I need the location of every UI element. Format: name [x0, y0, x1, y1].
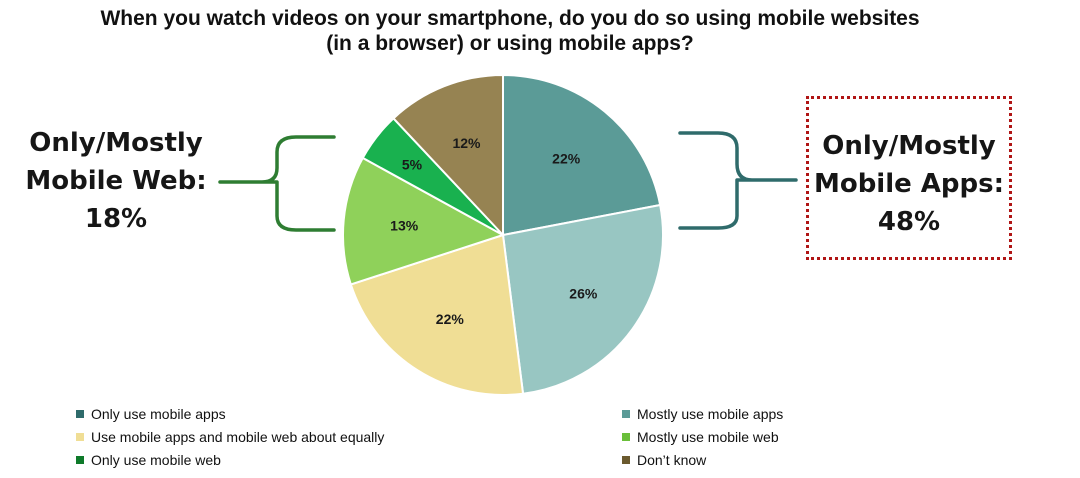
legend-item-2: Mostly use mobile apps — [622, 406, 783, 422]
pie-slice-4 — [342, 156, 506, 286]
legend-label: Mostly use mobile web — [637, 429, 779, 445]
mobile-apps-callout: Only/Mostly Mobile Apps: 48% — [806, 96, 1012, 260]
legend-swatch — [622, 433, 630, 441]
legend-swatch — [76, 410, 84, 418]
pie-slice-3 — [349, 233, 525, 396]
mobile-web-callout-line-2: Mobile Web: — [25, 166, 207, 196]
pie-data-label-3: 22% — [436, 311, 465, 327]
mobile-web-callout: Only/Mostly Mobile Web: 18% — [16, 124, 216, 238]
mobile-apps-callout-line-2: Mobile Apps: — [813, 169, 1005, 199]
mobile-web-callout-value: 18% — [84, 204, 148, 234]
legend-label: Only use mobile apps — [91, 406, 226, 422]
chart-title-line-2: (in a browser) or using mobile apps? — [326, 32, 694, 55]
legend-label: Don’t know — [637, 452, 707, 468]
pie-data-label-5: 5% — [402, 156, 423, 172]
pie-data-label-6: 12% — [452, 135, 481, 151]
pie-slice-2 — [501, 203, 664, 395]
chart-title-line-1: When you watch videos on your smartphone… — [100, 7, 920, 30]
pie-data-label-2: 26% — [569, 285, 598, 301]
legend-item-6: Don’t know — [622, 452, 706, 468]
legend-swatch — [622, 410, 630, 418]
legend-swatch — [622, 456, 630, 464]
legend-swatch — [76, 456, 84, 464]
pie-slices — [342, 73, 664, 396]
legend-item-4: Mostly use mobile web — [622, 429, 779, 445]
legend-item-3: Use mobile apps and mobile web about equ… — [76, 429, 384, 445]
legend-label: Only use mobile web — [91, 452, 221, 468]
legend-swatch — [76, 433, 84, 441]
legend-item-1: Only use mobile apps — [76, 406, 226, 422]
legend-label: Mostly use mobile apps — [637, 406, 784, 422]
legend-item-5: Only use mobile web — [76, 452, 221, 468]
pie-data-label-1: 22% — [552, 151, 581, 167]
pie-data-labels: 22% 26% 22% 13% 5% 12% — [390, 135, 598, 327]
legend-label: Use mobile apps and mobile web about equ… — [91, 429, 385, 445]
pie-data-label-4: 13% — [390, 218, 419, 234]
chart-title: When you watch videos on your smartphone… — [40, 6, 980, 56]
pie-slice-6 — [392, 73, 504, 238]
mobile-apps-callout-value: 48% — [877, 207, 941, 237]
pie-slice-1 — [502, 73, 662, 237]
mobile-web-callout-line-1: Only/Mostly — [29, 128, 203, 158]
mobile-apps-bracket — [678, 131, 798, 230]
mobile-apps-callout-line-1: Only/Mostly — [822, 131, 996, 161]
mobile-web-bracket — [218, 135, 336, 232]
